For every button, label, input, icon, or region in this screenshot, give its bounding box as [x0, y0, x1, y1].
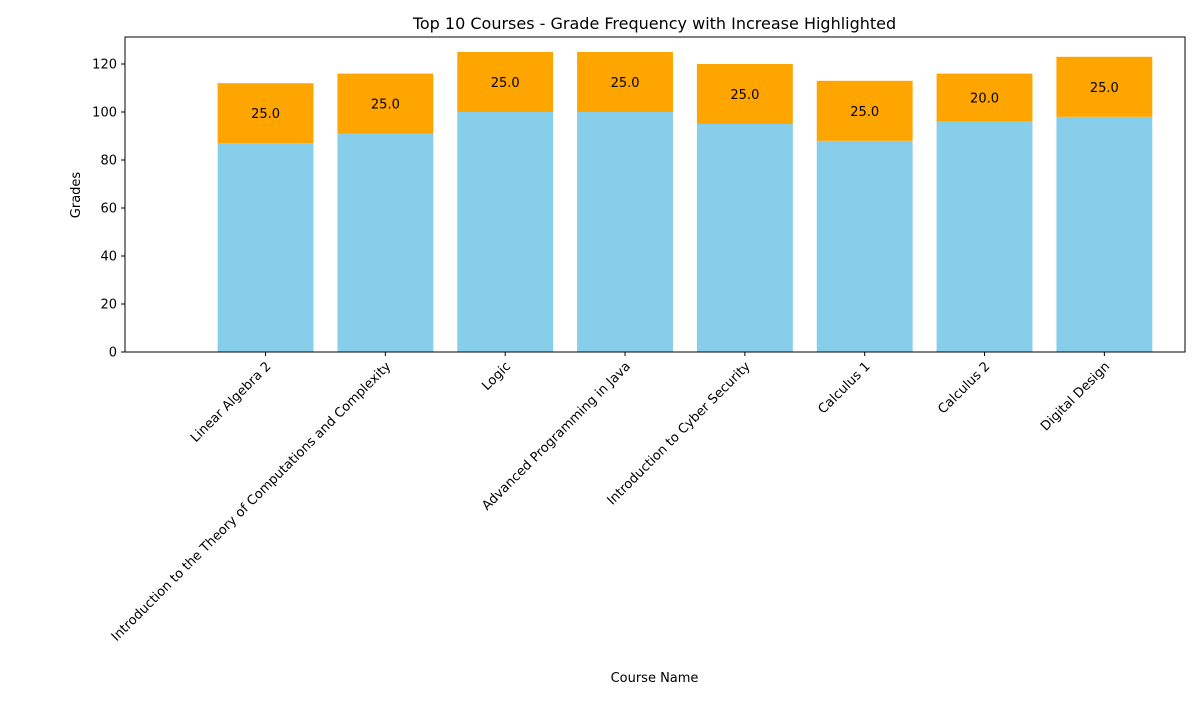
- y-tick-label: 40: [100, 250, 117, 265]
- bar-data-label: 25.0: [611, 76, 640, 91]
- y-tick-label: 100: [92, 106, 117, 121]
- y-axis: 0 20 40 60 80 100 120: [92, 58, 125, 361]
- axes-frame: [124, 36, 1186, 353]
- bar-data-label: 20.0: [970, 92, 999, 107]
- x-tick-label: Introduction to the Theory of Computatio…: [109, 359, 395, 645]
- bar-data-label: 25.0: [251, 107, 280, 122]
- x-tick-label: Calculus 1: [815, 359, 873, 417]
- bar-base: [936, 121, 1033, 352]
- y-tick-label: 80: [100, 154, 117, 169]
- bar-data-label: 25.0: [850, 105, 879, 120]
- x-tick-label: Linear Algebra 2: [188, 359, 274, 445]
- bar-increase: [457, 52, 554, 112]
- plot-area: 25.0 25.0 25.0 25.0 25.0 25.0 20.0 25.0: [217, 52, 1153, 352]
- bar-base: [1056, 116, 1153, 352]
- x-axis-label: Course Name: [611, 671, 699, 686]
- bar-increase: [577, 52, 673, 112]
- bar-data-label: 25.0: [1090, 81, 1119, 96]
- x-tick-label: Logic: [479, 359, 514, 394]
- bar-base: [696, 124, 793, 352]
- y-tick-label: 120: [92, 58, 117, 73]
- bar-base: [457, 112, 554, 352]
- y-tick-label: 60: [100, 202, 117, 217]
- x-tick-label: Digital Design: [1038, 359, 1113, 434]
- x-tick-label: Introduction to Cyber Security: [605, 359, 754, 508]
- bar-increase: [337, 73, 434, 134]
- bar-base: [337, 133, 434, 352]
- bar-increase: [696, 64, 793, 124]
- bar-data-label: 25.0: [491, 76, 520, 91]
- bar-base: [577, 112, 673, 352]
- x-tick-label: Calculus 2: [935, 359, 993, 417]
- bar-data-label: 25.0: [730, 88, 759, 103]
- y-tick-label: 0: [109, 346, 117, 361]
- bar-increase: [217, 83, 314, 144]
- bar-data-label: 25.0: [371, 98, 400, 113]
- bar-increase: [936, 73, 1033, 122]
- bar-base: [816, 140, 913, 352]
- bar-base: [217, 143, 314, 352]
- y-axis-label: Grades: [69, 172, 84, 219]
- chart-title: Top 10 Courses - Grade Frequency with In…: [412, 14, 896, 33]
- bar-increase: [816, 80, 913, 141]
- bar-increase: [1056, 56, 1153, 117]
- y-tick-label: 20: [100, 298, 117, 313]
